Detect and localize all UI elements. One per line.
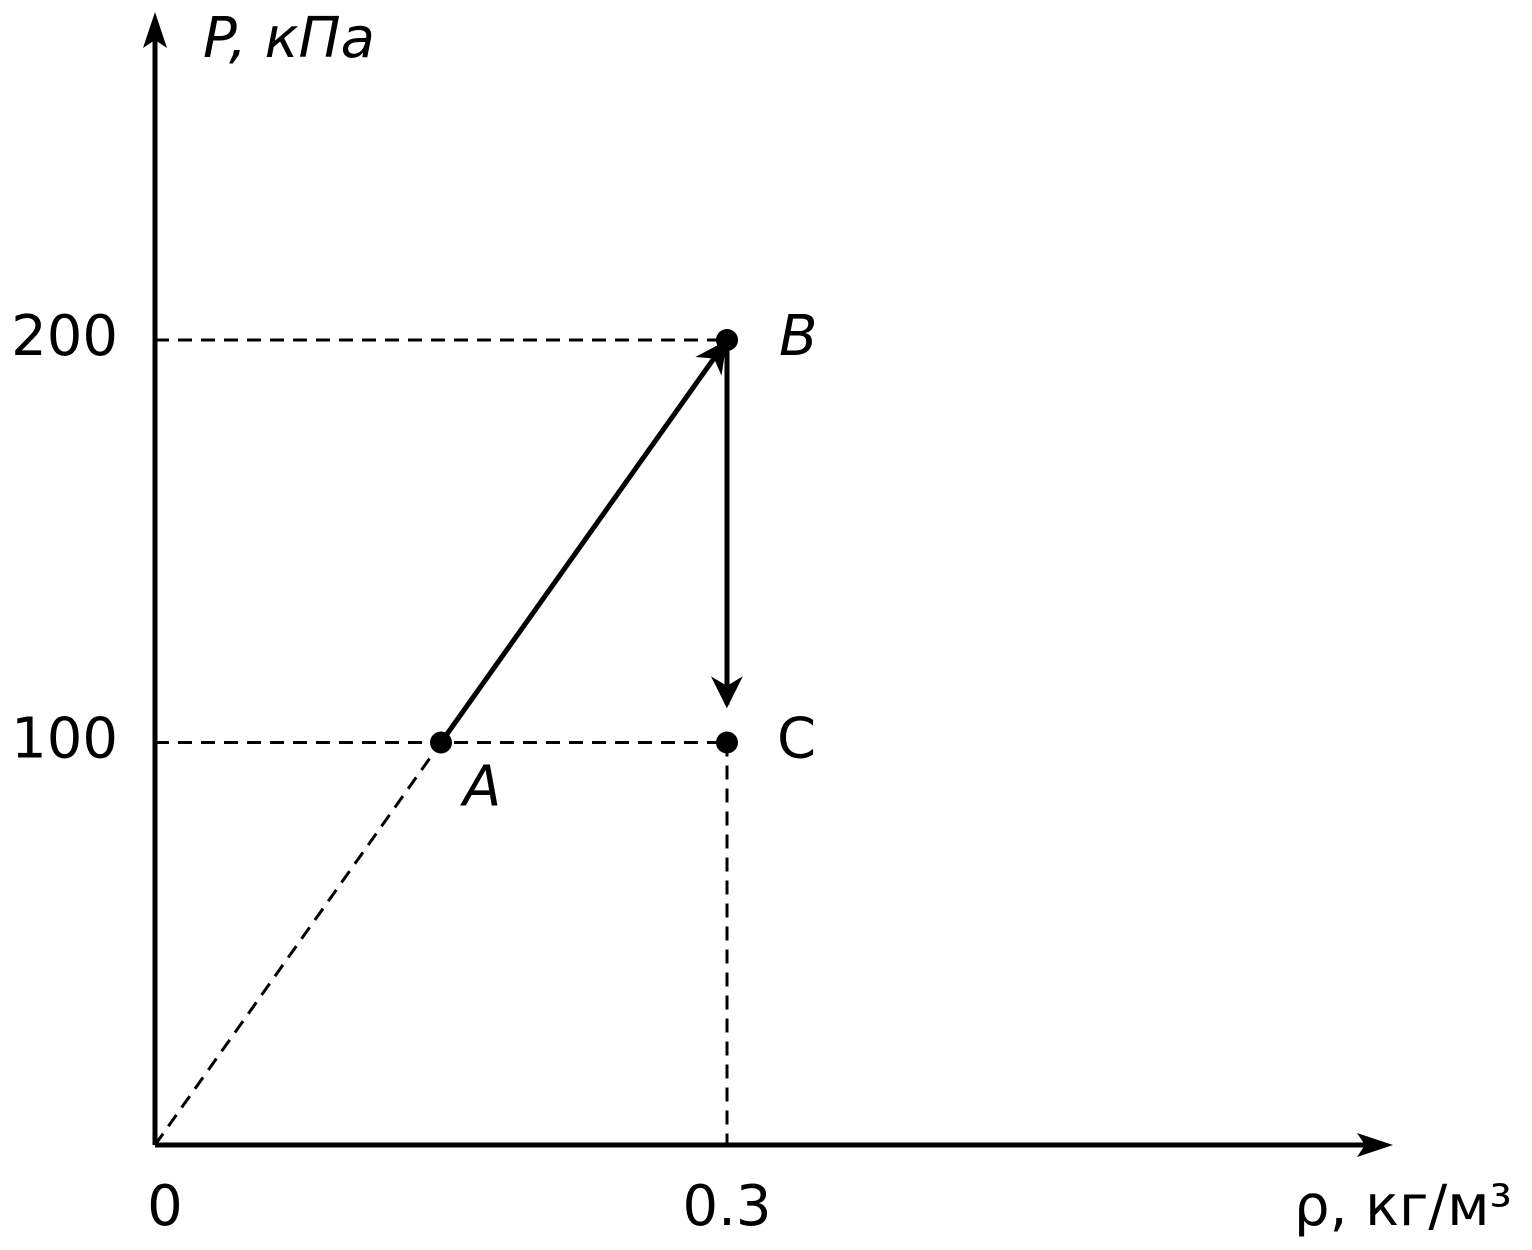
- data-point: [716, 329, 738, 351]
- y-axis-arrow: [143, 12, 167, 48]
- y-tick-label: 100: [11, 707, 118, 772]
- data-point: [430, 731, 452, 754]
- process-arrow: [438, 340, 727, 744]
- y-tick-label: 200: [11, 304, 118, 369]
- y-axis-label: P, кПа: [203, 6, 375, 71]
- data-point: [716, 731, 738, 754]
- guide-line: [153, 741, 443, 1146]
- x-tick-label: 0.3: [682, 1174, 771, 1239]
- x-tick-label: 0: [147, 1174, 183, 1239]
- point-label: A: [460, 755, 501, 820]
- point-label: B: [779, 304, 817, 369]
- point-label: C: [777, 707, 816, 772]
- x-axis-label: ρ, кг/м³: [1294, 1174, 1512, 1239]
- x-axis-arrow: [1357, 1133, 1393, 1157]
